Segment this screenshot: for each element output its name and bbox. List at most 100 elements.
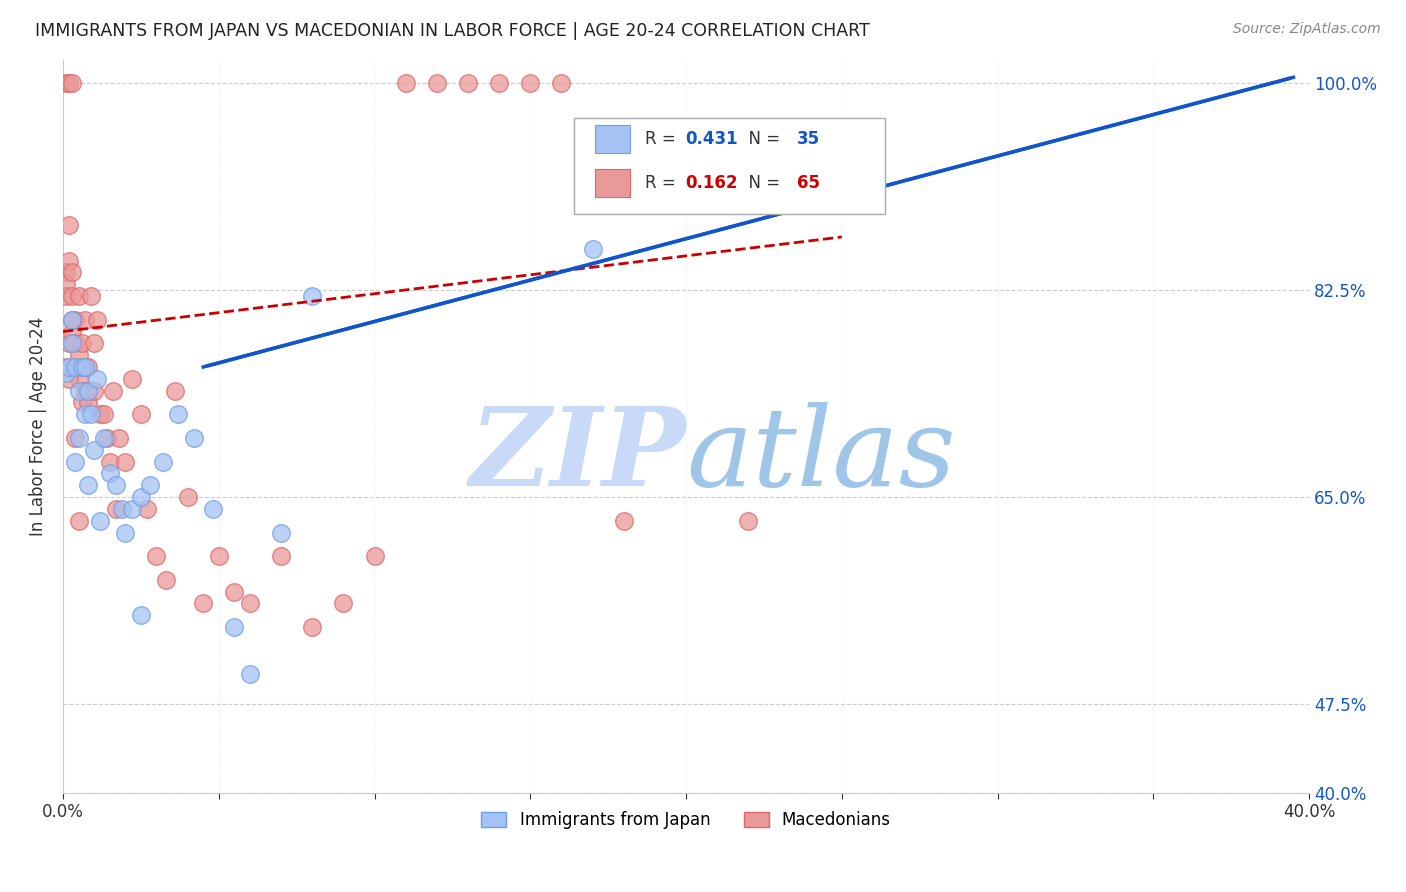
Point — [114, 525, 136, 540]
Point — [93, 431, 115, 445]
Point — [224, 620, 246, 634]
Text: R =: R = — [645, 129, 681, 148]
Point — [65, 336, 87, 351]
Point — [183, 431, 205, 445]
Point — [58, 372, 80, 386]
Point — [60, 265, 83, 279]
Text: 65: 65 — [797, 174, 820, 192]
Point — [70, 395, 93, 409]
Point — [60, 76, 83, 90]
Point — [73, 384, 96, 398]
Point — [60, 289, 83, 303]
Point — [55, 289, 77, 303]
Point — [86, 372, 108, 386]
Point — [129, 407, 152, 421]
Point — [167, 407, 190, 421]
Point — [65, 359, 87, 374]
Point — [301, 289, 323, 303]
Point — [332, 597, 354, 611]
Point — [488, 76, 510, 90]
Point — [67, 431, 90, 445]
Point — [77, 395, 100, 409]
Point — [70, 359, 93, 374]
Point — [67, 384, 90, 398]
Point — [270, 525, 292, 540]
Point — [73, 407, 96, 421]
Point — [426, 76, 449, 90]
Point — [239, 667, 262, 681]
Point — [136, 502, 159, 516]
Point — [550, 76, 572, 90]
Point — [239, 597, 262, 611]
Point — [55, 359, 77, 374]
Point — [60, 336, 83, 351]
Point — [96, 431, 118, 445]
Point — [155, 573, 177, 587]
Point — [93, 407, 115, 421]
Text: 35: 35 — [797, 129, 820, 148]
Point — [65, 454, 87, 468]
Point — [55, 76, 77, 90]
Text: R =: R = — [645, 174, 681, 192]
Point — [58, 218, 80, 232]
Point — [65, 312, 87, 326]
Point — [104, 478, 127, 492]
Point — [139, 478, 162, 492]
FancyBboxPatch shape — [595, 169, 630, 196]
Point — [108, 431, 131, 445]
Point — [208, 549, 231, 564]
Text: N =: N = — [738, 174, 786, 192]
Point — [67, 372, 90, 386]
Text: atlas: atlas — [686, 401, 956, 509]
Point — [58, 76, 80, 90]
Point — [55, 277, 77, 292]
Point — [104, 502, 127, 516]
Point — [73, 312, 96, 326]
Point — [65, 431, 87, 445]
Legend: Immigrants from Japan, Macedonians: Immigrants from Japan, Macedonians — [475, 805, 897, 836]
Point — [89, 514, 111, 528]
Point — [83, 442, 105, 457]
Point — [613, 514, 636, 528]
Point — [65, 359, 87, 374]
Point — [165, 384, 187, 398]
Text: 0.431: 0.431 — [685, 129, 737, 148]
Point — [58, 336, 80, 351]
Point — [58, 253, 80, 268]
Point — [114, 454, 136, 468]
FancyBboxPatch shape — [595, 125, 630, 153]
Point — [737, 514, 759, 528]
Point — [193, 597, 215, 611]
Point — [80, 289, 103, 303]
Point — [55, 366, 77, 380]
Point — [67, 514, 90, 528]
Point — [152, 454, 174, 468]
Point — [60, 312, 83, 326]
Point — [363, 549, 385, 564]
Point — [176, 490, 198, 504]
Point — [60, 312, 83, 326]
Point — [89, 407, 111, 421]
Point — [111, 502, 134, 516]
Point — [58, 359, 80, 374]
Y-axis label: In Labor Force | Age 20-24: In Labor Force | Age 20-24 — [30, 317, 46, 536]
Point — [70, 336, 93, 351]
Point — [519, 76, 541, 90]
Point — [129, 490, 152, 504]
Point — [77, 384, 100, 398]
Point — [77, 478, 100, 492]
Text: 0.162: 0.162 — [685, 174, 737, 192]
Point — [121, 372, 143, 386]
Text: Source: ZipAtlas.com: Source: ZipAtlas.com — [1233, 22, 1381, 37]
Point — [67, 289, 90, 303]
Point — [83, 384, 105, 398]
Point — [86, 312, 108, 326]
Point — [70, 359, 93, 374]
Point — [457, 76, 479, 90]
Point — [60, 325, 83, 339]
Point — [98, 467, 121, 481]
Point — [55, 265, 77, 279]
Point — [581, 242, 603, 256]
Point — [83, 336, 105, 351]
Text: N =: N = — [738, 129, 786, 148]
